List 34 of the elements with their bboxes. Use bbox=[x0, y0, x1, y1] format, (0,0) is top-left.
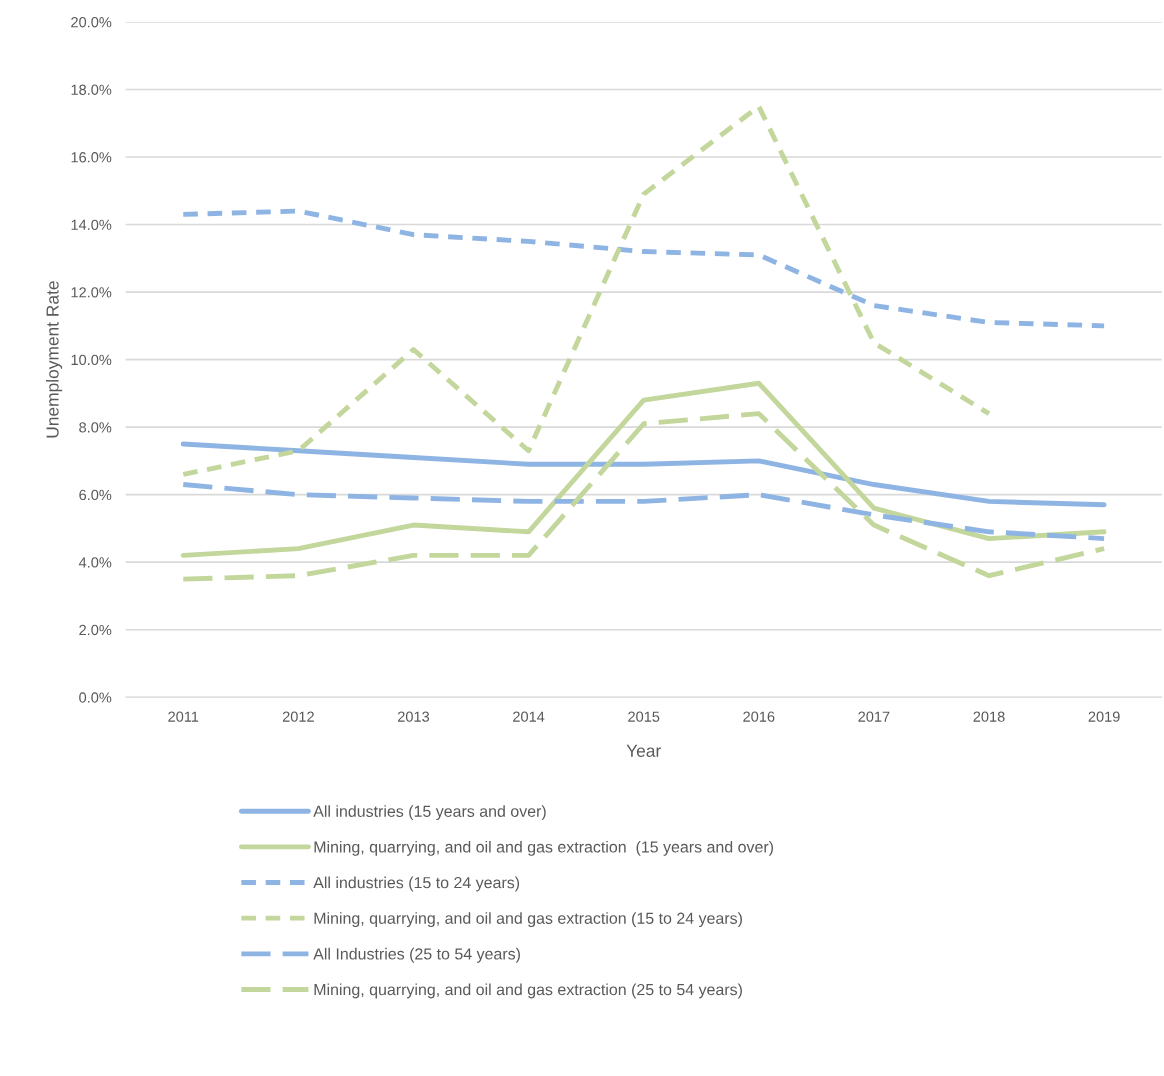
x-tick-label: 2019 bbox=[1088, 711, 1120, 722]
y-tick-label: 2.0% bbox=[79, 624, 112, 636]
line-series bbox=[180, 380, 1107, 558]
y-tick-label: 6.0% bbox=[79, 489, 112, 501]
y-tick-label: 0.0% bbox=[79, 692, 112, 703]
x-tick-label: 2017 bbox=[858, 711, 890, 722]
line-series bbox=[180, 208, 1107, 329]
legend-label: All Industries (25 to 54 years) bbox=[313, 947, 520, 963]
legend-label: Mining, quarrying, and oil and gas extraction (25 to 54 years) bbox=[314, 983, 742, 999]
y-tick-label: 12.0% bbox=[71, 287, 112, 298]
x-tick-label: 2014 bbox=[513, 711, 545, 722]
x-tick-label: 2015 bbox=[628, 711, 660, 722]
legend-label: Mining, quarrying, and oil and gas extraction (15 years and over) bbox=[314, 840, 774, 856]
x-axis-title: Year bbox=[626, 744, 661, 757]
x-tick-label: 2016 bbox=[743, 711, 775, 722]
line-series bbox=[180, 441, 1107, 508]
y-axis-title: Unemployment Rate bbox=[45, 281, 63, 438]
y-tick-label: 16.0% bbox=[71, 152, 112, 163]
y-tick-label: 10.0% bbox=[71, 354, 112, 366]
x-tick-label: 2012 bbox=[282, 711, 314, 722]
y-tick-label: 4.0% bbox=[78, 557, 112, 568]
y-tick-label: 14.0% bbox=[71, 219, 112, 230]
y-tick-label: 18.0% bbox=[71, 84, 112, 95]
x-tick-label: 2011 bbox=[168, 711, 199, 722]
y-tick-label: 8.0% bbox=[79, 422, 112, 433]
line-series bbox=[180, 411, 1107, 582]
legend-label: All industries (15 years and over) bbox=[313, 805, 546, 821]
y-tick-label: 20.0% bbox=[71, 17, 112, 28]
line-series bbox=[180, 103, 992, 477]
x-tick-label: 2013 bbox=[397, 711, 430, 722]
legend-label: All industries (15 to 24 years) bbox=[313, 876, 520, 892]
legend-label: Mining, quarrying, and oil and gas extraction (15 to 24 years) bbox=[314, 912, 742, 928]
x-tick-label: 2018 bbox=[973, 711, 1005, 722]
line-series bbox=[180, 482, 1107, 541]
